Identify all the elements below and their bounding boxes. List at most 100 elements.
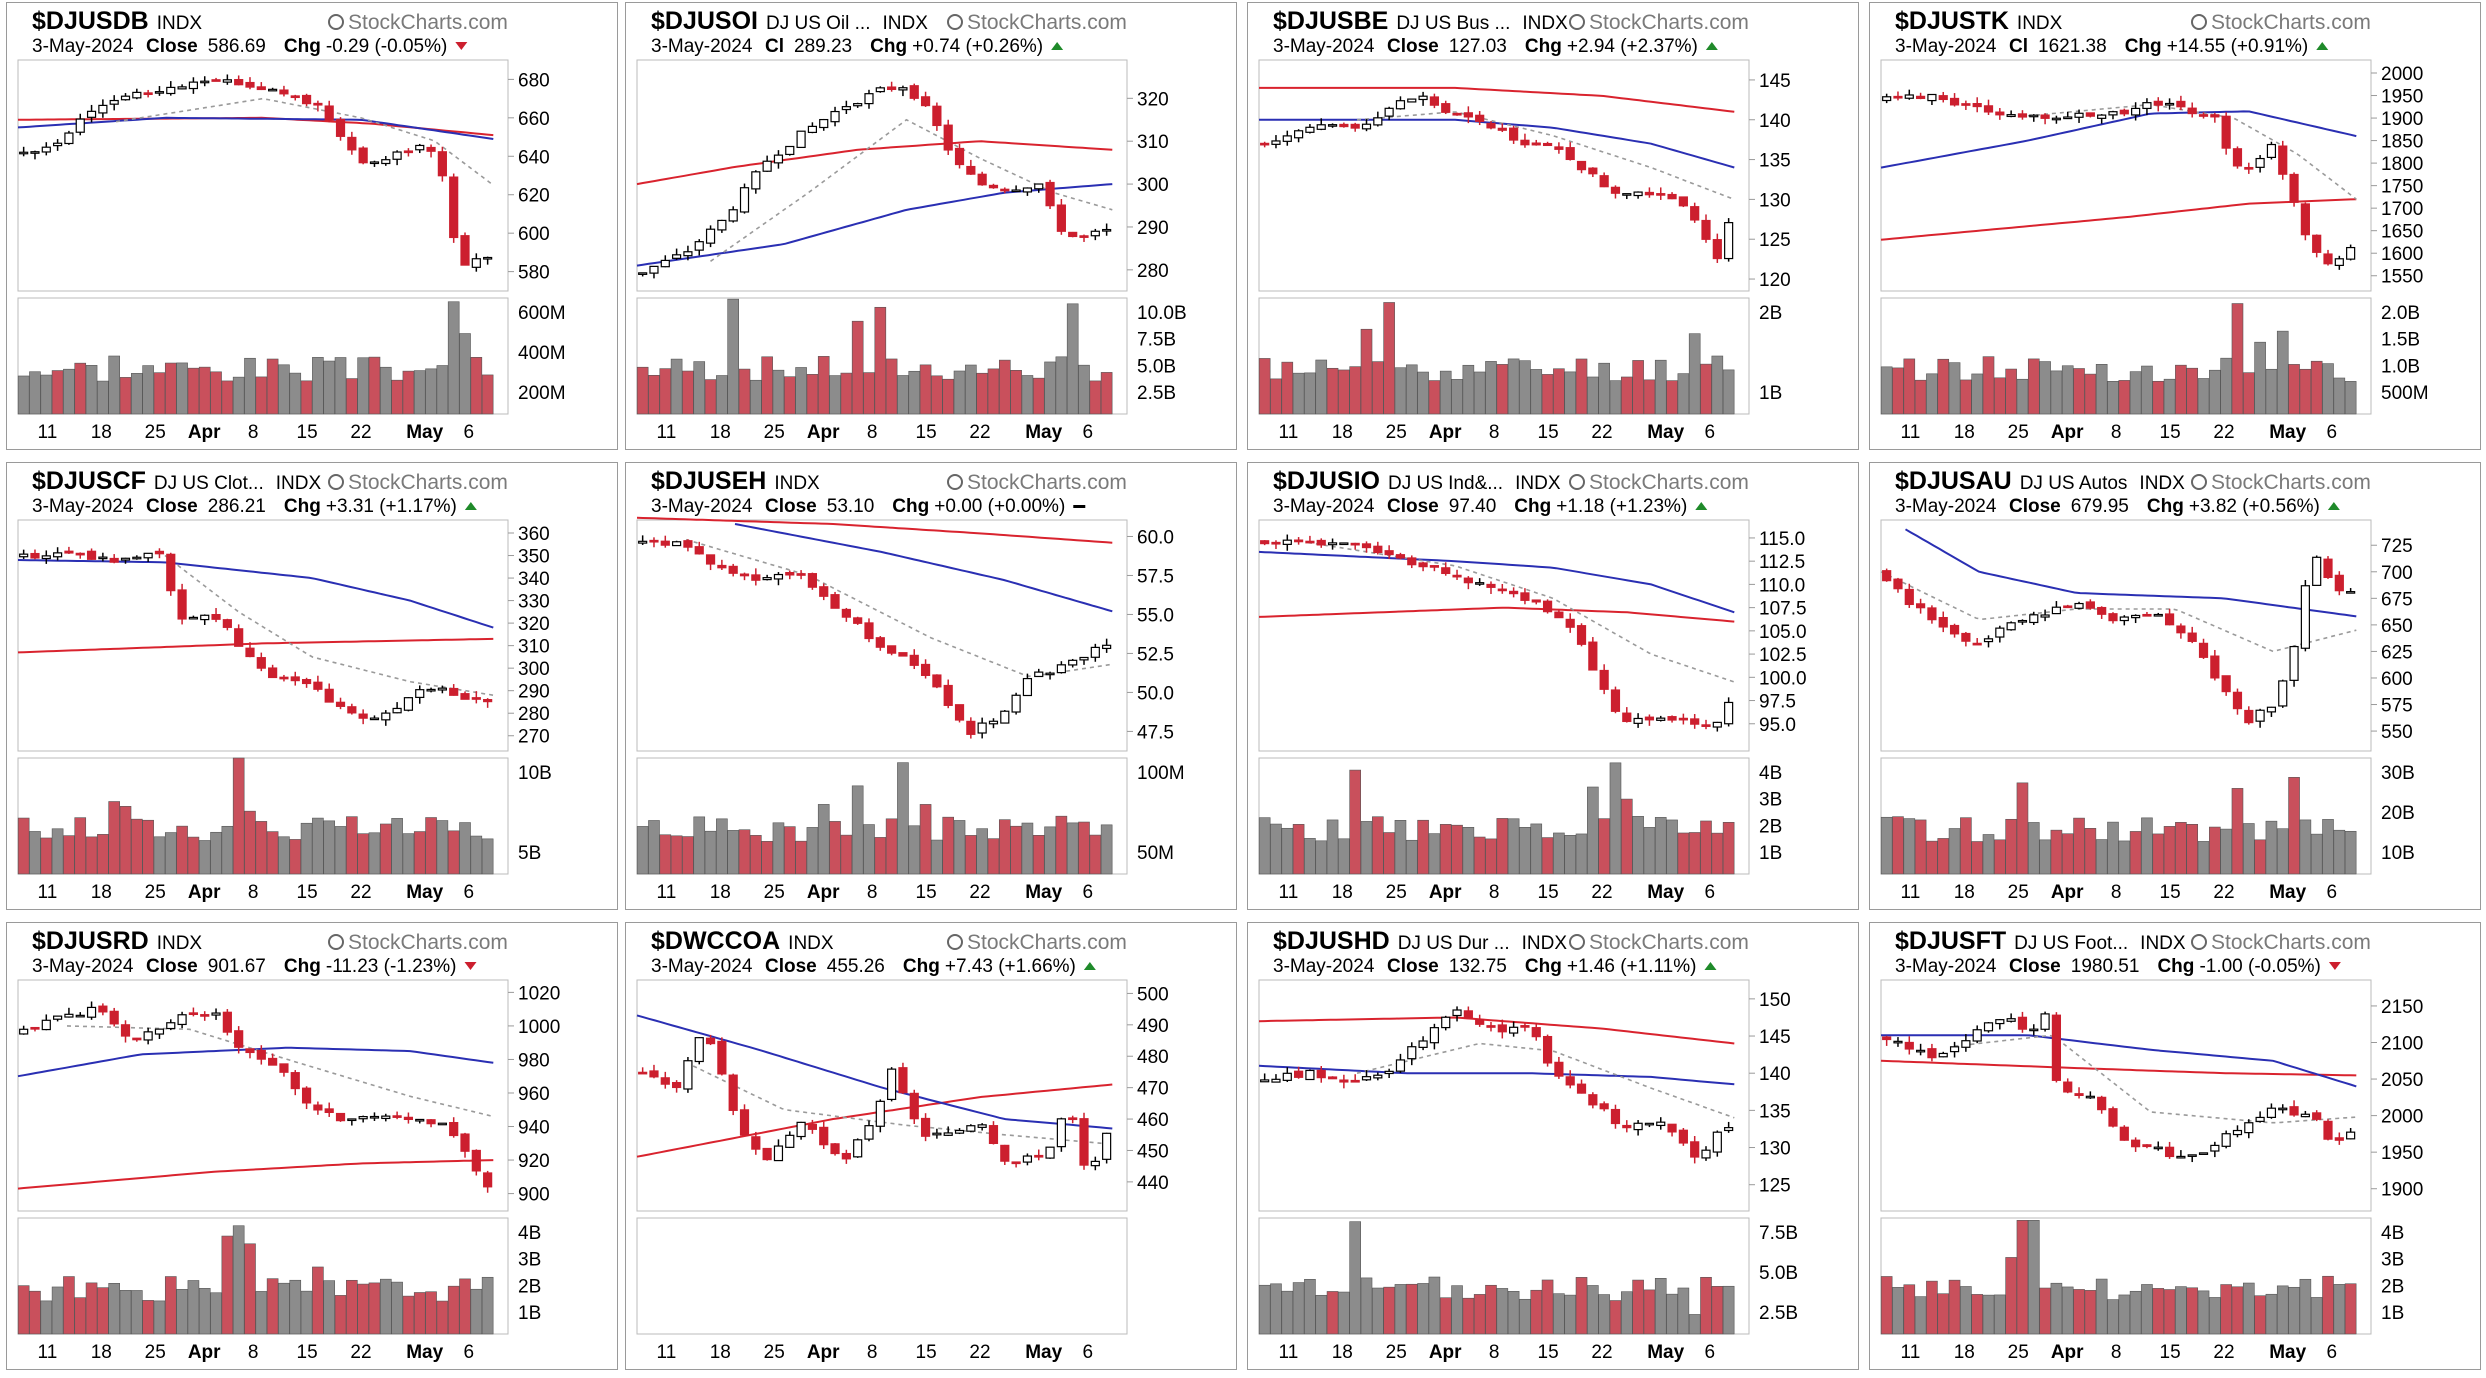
candle-body (154, 91, 165, 94)
candle-body (2074, 1093, 2084, 1096)
chart-watermark: StockCharts.com (967, 11, 1127, 34)
volume-bar (1609, 380, 1622, 415)
candle-body (2300, 585, 2310, 649)
candle-body (460, 1133, 470, 1152)
candle-body (954, 147, 965, 166)
candle-body (2063, 1081, 2073, 1093)
candle-body (920, 663, 931, 676)
volume-bar (1372, 1287, 1384, 1335)
volume-bar (874, 837, 887, 875)
candle-body (2119, 109, 2129, 115)
candle-body (166, 86, 176, 95)
volume-bar (402, 833, 415, 875)
candle-body (2278, 1107, 2288, 1111)
volume-bar (1372, 361, 1384, 415)
candle-body (2176, 1155, 2186, 1159)
candle-body (2119, 1126, 2129, 1141)
candle-body (796, 573, 806, 576)
price-tick-label: 2000 (2381, 64, 2423, 85)
candle-body (1531, 142, 1541, 146)
volume-tick-label: 10B (2381, 843, 2415, 864)
candle-body (2131, 1139, 2141, 1148)
candle-body (2085, 112, 2095, 117)
x-axis-label: May (2269, 422, 2306, 443)
candle-body (1610, 186, 1621, 194)
candle-body (672, 254, 682, 259)
volume-bar (346, 1279, 358, 1335)
candle-body (1497, 588, 1507, 592)
x-axis-label: 18 (710, 882, 731, 903)
volume-bar (1688, 1314, 1701, 1335)
volume-bar (470, 357, 483, 415)
candle-body (717, 564, 727, 569)
price-axis: 320 310 300 290 280 (1127, 89, 1169, 282)
volume-bar (670, 358, 683, 415)
chg-label: Chg (892, 496, 929, 517)
volume-bar (2084, 828, 2097, 875)
change-up-arrow-icon (1705, 42, 1718, 50)
volume-bar (289, 839, 302, 875)
volume-bar (2265, 820, 2278, 875)
volume-bar (1258, 1284, 1271, 1335)
candle-body (2210, 655, 2220, 679)
volume-bar (2027, 358, 2040, 415)
volume-bar (232, 376, 245, 415)
candle-body (773, 154, 784, 164)
x-axis-label: May (406, 882, 443, 903)
price-tick-label: 140 (1759, 111, 1791, 132)
candle-body (909, 654, 919, 666)
volume-bar (97, 834, 109, 875)
x-axis-label: May (1647, 1342, 1684, 1363)
candle-body (1486, 122, 1496, 129)
volume-bar (965, 835, 977, 875)
candle-body (1395, 554, 1406, 559)
close-value: 53.10 (827, 496, 875, 517)
volume-bar (2073, 817, 2085, 875)
change-down-arrow-icon (2328, 962, 2341, 970)
volume-bar (51, 828, 64, 875)
candle-body (1904, 588, 1914, 606)
x-axis-label: 15 (1538, 1342, 1559, 1363)
price-tick-label: 625 (2381, 642, 2413, 663)
volume-bar (2254, 341, 2266, 415)
candles (19, 74, 493, 272)
candle-body (2131, 614, 2141, 619)
volume-bar (85, 365, 98, 415)
volume-bar (1044, 826, 1056, 875)
moving-average-line (17, 1046, 494, 1078)
price-tick-label: 47.5 (1137, 722, 1174, 743)
volume-bar (2175, 822, 2187, 875)
volume-bar (447, 830, 460, 875)
chg-label: Chg (2147, 496, 2184, 517)
candle-body (2164, 1146, 2175, 1158)
candle-body (2006, 114, 2016, 118)
candle-body (471, 697, 481, 700)
x-axis-label: 6 (464, 422, 475, 443)
candle-body (1644, 716, 1655, 721)
volume-bar (1519, 360, 1531, 415)
x-axis-label: 22 (1591, 1342, 1612, 1363)
x-axis-label: 22 (2213, 422, 2234, 443)
volume-bar (761, 356, 773, 415)
candle-body (1893, 95, 1903, 99)
price-pane (636, 59, 1128, 292)
candle-body (166, 553, 176, 592)
candle-body (739, 573, 750, 577)
watermark-icon (2191, 934, 2207, 950)
candle-body (2244, 166, 2254, 170)
volume-bar (63, 835, 75, 875)
volume-bar (131, 1290, 143, 1335)
chart-description: DJ US Oil ... (766, 13, 871, 34)
close-label: Close (1387, 956, 1439, 977)
moving-average-line (1258, 1016, 1735, 1045)
chart-watermark: StockCharts.com (967, 931, 1127, 954)
x-axis-label: 25 (145, 422, 166, 443)
x-axis-label: 15 (2160, 882, 2181, 903)
candle-body (1542, 600, 1553, 613)
x-axis-label: 22 (1591, 882, 1612, 903)
candle-body (1667, 193, 1677, 200)
volume-bar (2152, 380, 2165, 415)
volume-bar (1666, 380, 1678, 415)
candle-body (2198, 1152, 2209, 1155)
